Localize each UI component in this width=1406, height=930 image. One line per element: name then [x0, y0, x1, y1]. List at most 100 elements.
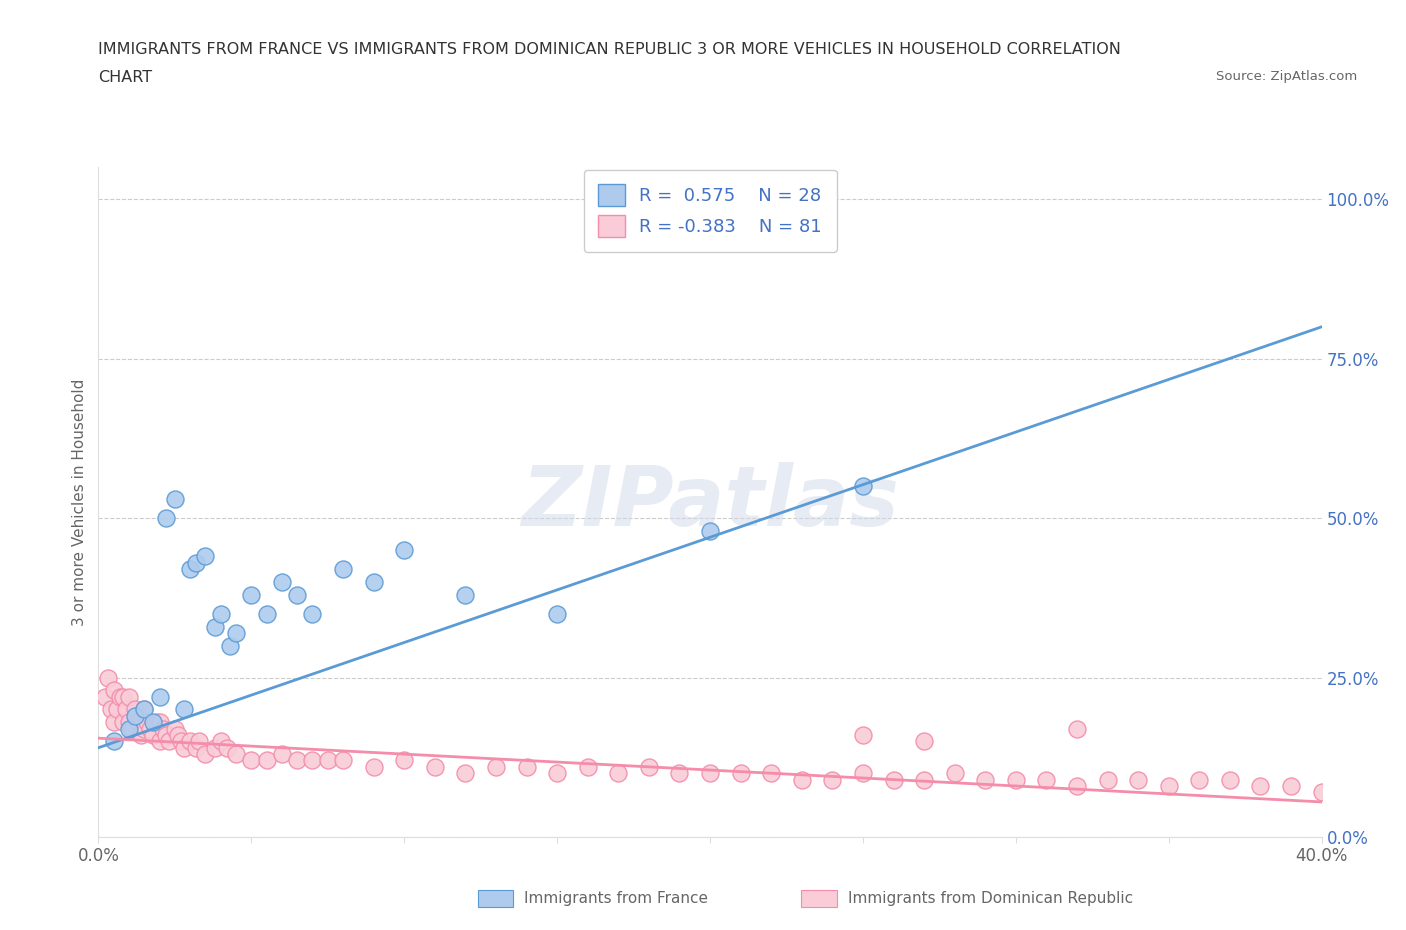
Point: [194, 549, 217, 564]
Point: [454, 765, 477, 780]
Point: [270, 575, 292, 590]
Point: [1310, 785, 1333, 800]
Point: [332, 753, 354, 768]
Point: [852, 727, 875, 742]
Point: [225, 747, 247, 762]
Point: [215, 740, 238, 755]
Point: [124, 709, 146, 724]
Point: [204, 619, 226, 634]
Point: [256, 606, 278, 621]
Point: [163, 492, 186, 507]
Point: [485, 760, 508, 775]
Point: [668, 765, 690, 780]
Text: Source: ZipAtlas.com: Source: ZipAtlas.com: [1216, 70, 1357, 83]
Point: [134, 702, 156, 717]
Text: Immigrants from Dominican Republic: Immigrants from Dominican Republic: [848, 891, 1133, 906]
Point: [155, 727, 177, 742]
Point: [129, 727, 152, 742]
Legend: R =  0.575    N = 28, R = -0.383    N = 81: R = 0.575 N = 28, R = -0.383 N = 81: [583, 170, 837, 252]
Point: [173, 740, 195, 755]
Point: [163, 721, 186, 736]
Point: [111, 715, 134, 730]
Point: [316, 753, 339, 768]
Point: [301, 753, 323, 768]
Text: CHART: CHART: [98, 70, 152, 85]
Point: [699, 765, 721, 780]
Point: [363, 575, 385, 590]
Point: [974, 772, 997, 787]
Point: [363, 760, 385, 775]
Point: [142, 727, 165, 742]
Point: [127, 715, 149, 730]
Point: [1097, 772, 1119, 787]
Point: [108, 689, 131, 704]
Point: [173, 702, 195, 717]
Point: [576, 760, 599, 775]
Point: [821, 772, 844, 787]
Point: [1066, 778, 1088, 793]
Point: [392, 542, 416, 557]
Point: [194, 747, 217, 762]
Point: [1128, 772, 1150, 787]
Point: [943, 765, 966, 780]
Point: [1249, 778, 1271, 793]
Point: [1157, 778, 1180, 793]
Point: [332, 562, 354, 577]
Point: [142, 715, 165, 730]
Point: [103, 715, 125, 730]
Point: [139, 721, 162, 736]
Point: [454, 587, 477, 602]
Point: [912, 772, 935, 787]
Point: [209, 606, 232, 621]
Point: [219, 638, 242, 653]
Point: [204, 740, 226, 755]
Text: ZIPatlas: ZIPatlas: [522, 461, 898, 543]
Point: [134, 702, 156, 717]
Point: [118, 689, 141, 704]
Point: [155, 511, 177, 525]
Point: [105, 702, 128, 717]
Point: [912, 734, 935, 749]
Point: [546, 765, 568, 780]
Text: IMMIGRANTS FROM FRANCE VS IMMIGRANTS FROM DOMINICAN REPUBLIC 3 OR MORE VEHICLES : IMMIGRANTS FROM FRANCE VS IMMIGRANTS FRO…: [98, 42, 1122, 57]
Point: [186, 740, 208, 755]
Y-axis label: 3 or more Vehicles in Household: 3 or more Vehicles in Household: [72, 379, 87, 626]
Point: [152, 721, 174, 736]
Point: [188, 734, 211, 749]
Point: [852, 479, 875, 494]
Point: [607, 765, 630, 780]
Point: [790, 772, 813, 787]
Point: [256, 753, 278, 768]
Point: [149, 734, 172, 749]
Point: [301, 606, 323, 621]
Point: [1279, 778, 1302, 793]
Point: [118, 715, 141, 730]
Point: [759, 765, 782, 780]
Point: [1035, 772, 1057, 787]
Point: [157, 734, 180, 749]
Point: [730, 765, 752, 780]
Point: [1188, 772, 1211, 787]
Point: [186, 555, 208, 570]
Point: [240, 587, 263, 602]
Point: [285, 587, 308, 602]
Point: [546, 606, 568, 621]
Point: [97, 671, 120, 685]
Point: [637, 760, 661, 775]
Point: [167, 727, 190, 742]
Point: [124, 702, 146, 717]
Point: [111, 689, 134, 704]
Point: [134, 721, 156, 736]
Point: [1219, 772, 1241, 787]
Point: [179, 734, 201, 749]
Point: [179, 562, 201, 577]
Point: [423, 760, 446, 775]
Point: [103, 734, 125, 749]
Point: [103, 683, 125, 698]
Point: [699, 524, 721, 538]
Point: [100, 702, 122, 717]
Point: [1004, 772, 1026, 787]
Point: [240, 753, 263, 768]
Point: [1066, 721, 1088, 736]
Point: [170, 734, 193, 749]
